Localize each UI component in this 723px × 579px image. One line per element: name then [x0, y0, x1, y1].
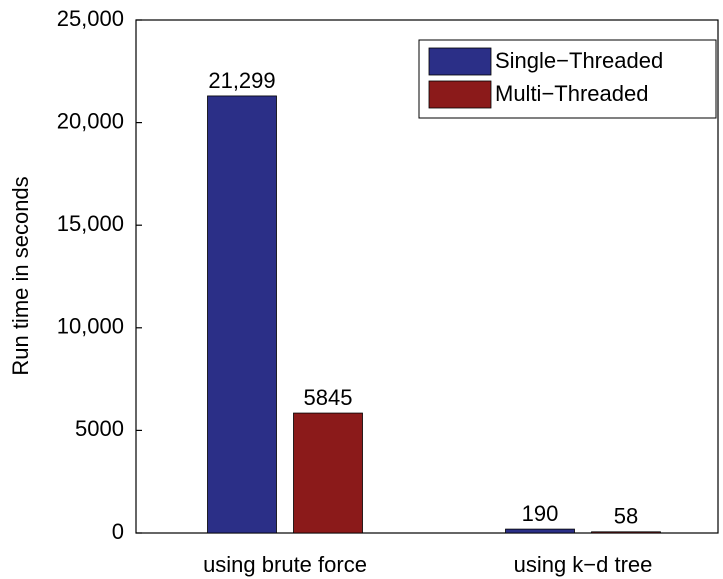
bar: [591, 531, 661, 534]
data-label: 5845: [304, 385, 353, 410]
x-tick-label: using brute force: [203, 552, 367, 577]
data-label: 21,299: [208, 68, 275, 93]
y-tick-label: 5000: [75, 416, 124, 441]
plot-frame: [135, 19, 719, 534]
bar: [505, 528, 575, 534]
y-tick-label: 25,000: [57, 6, 124, 31]
y-tick-label: 15,000: [57, 211, 124, 236]
y-tick-label: 10,000: [57, 314, 124, 339]
bar: [293, 412, 363, 534]
y-axis-label: Run time in seconds: [8, 176, 33, 375]
data-label: 190: [522, 501, 559, 526]
legend-swatch: [428, 80, 492, 109]
legend-label: Single−Threaded: [495, 48, 663, 73]
data-label: 58: [614, 504, 638, 529]
bar: [207, 95, 277, 534]
legend-swatch: [428, 47, 492, 76]
legend-label: Multi−Threaded: [495, 81, 648, 106]
y-tick-label: 20,000: [57, 108, 124, 133]
y-tick-label: 0: [112, 519, 124, 544]
x-tick-label: using k−d tree: [514, 552, 653, 577]
